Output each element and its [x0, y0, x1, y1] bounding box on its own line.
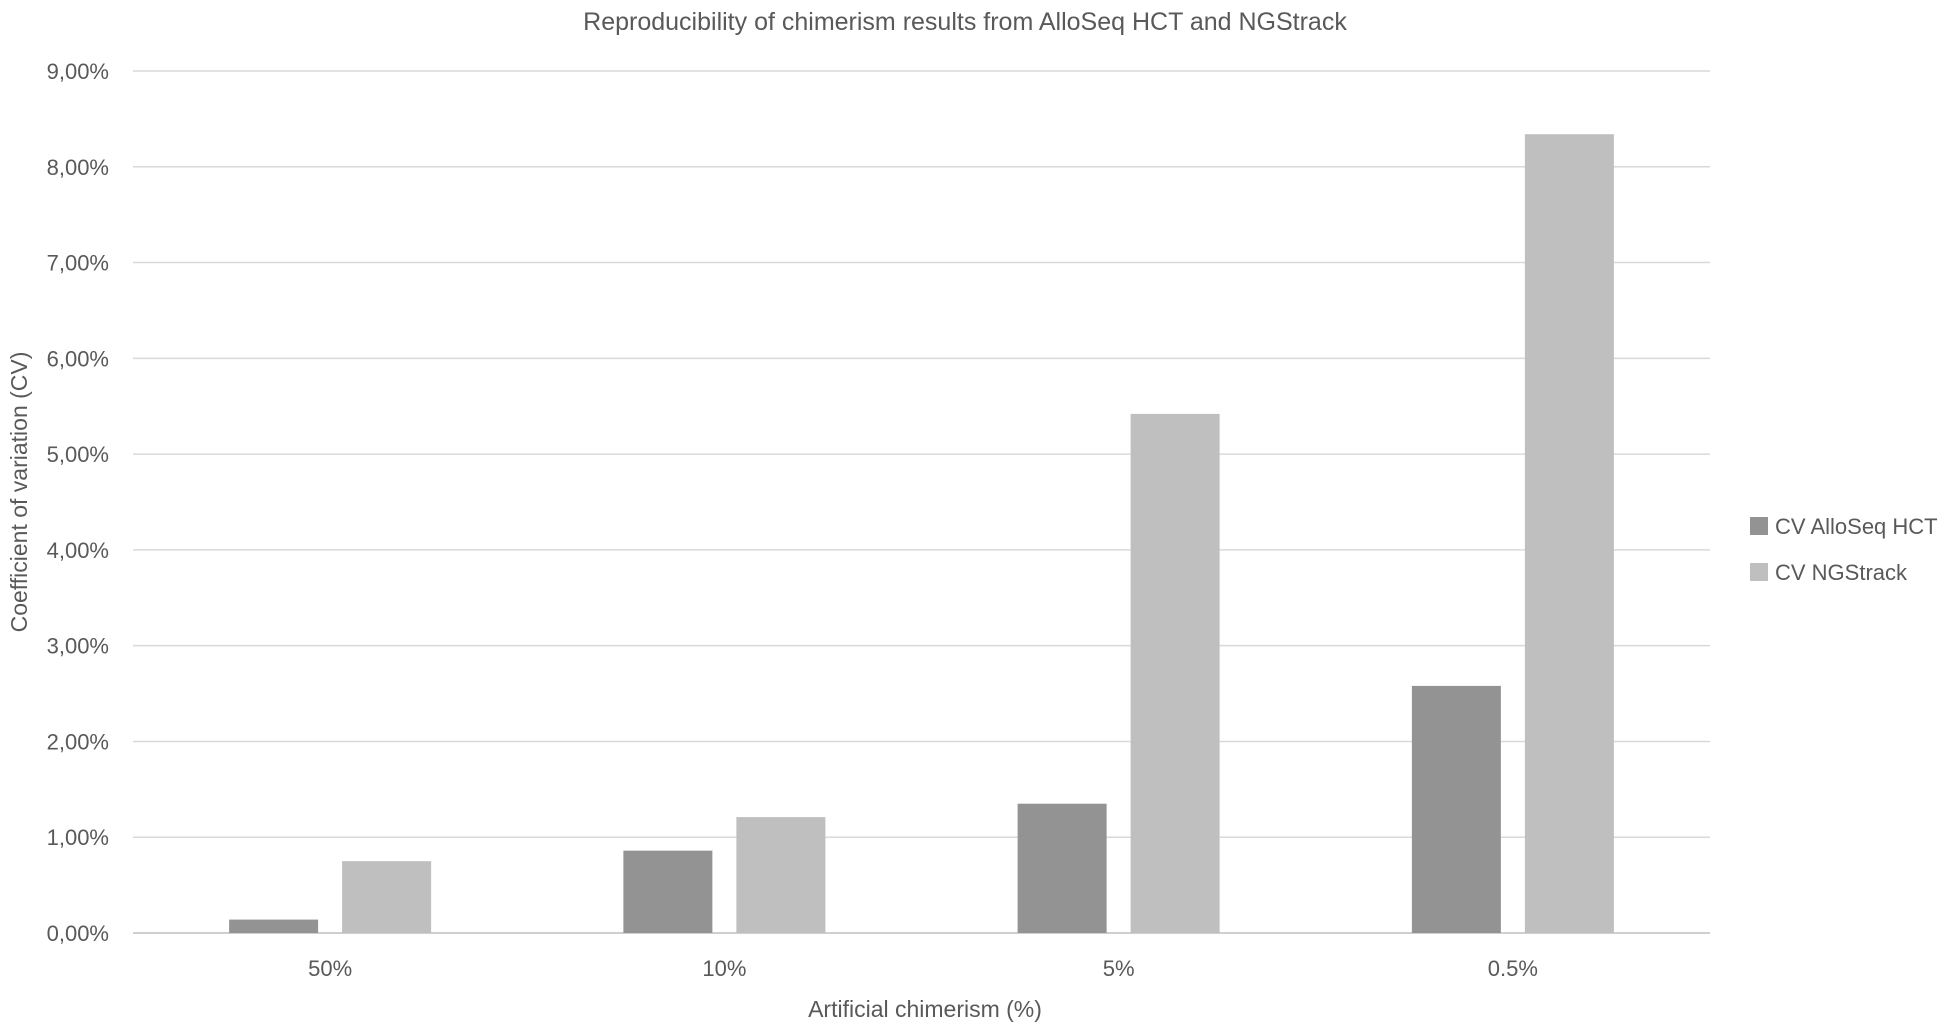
x-axis-label: Artificial chimerism (%) [808, 996, 1042, 1022]
bar-ngstrack-3 [1524, 134, 1614, 934]
y-tick-label: 3,00% [47, 634, 109, 659]
bar-ngstrack-1 [736, 817, 826, 933]
legend: CV AlloSeq HCT CV NGStrack [1750, 514, 1938, 585]
bar-ngstrack-0 [342, 861, 432, 933]
bar-alloseq-hct-2 [1017, 803, 1107, 933]
bar-ngstrack-2 [1130, 413, 1220, 934]
legend-swatch [1750, 517, 1768, 535]
y-tick-label: 4,00% [47, 538, 109, 563]
y-tick-label: 2,00% [47, 729, 109, 754]
legend-label: CV NGStrack [1775, 560, 1908, 585]
y-tick-label: 6,00% [47, 346, 109, 371]
gridlines [133, 70, 1710, 934]
y-axis-ticks: 0,00% 1,00% 2,00% 3,00% 4,00% 5,00% 6,00% 7,00%… [47, 59, 109, 946]
chart-title: Reproducibility of chimerism results fro… [583, 8, 1347, 36]
x-tick-label: 0.5% [1488, 956, 1538, 981]
y-tick-label: 0,00% [47, 921, 109, 946]
bar-alloseq-hct-1 [623, 850, 713, 933]
x-tick-label: 5% [1103, 956, 1135, 981]
bars [229, 134, 1614, 934]
x-axis-ticks: 50% 10% 5% 0.5% [308, 956, 1538, 981]
x-tick-label: 10% [702, 956, 746, 981]
legend-label: CV AlloSeq HCT [1775, 514, 1938, 539]
y-tick-label: 8,00% [47, 155, 109, 180]
y-axis-label: Coefficient of variation (CV) [6, 352, 32, 633]
x-tick-label: 50% [308, 956, 352, 981]
legend-swatch [1750, 563, 1768, 581]
bar-alloseq-hct-0 [229, 919, 319, 933]
y-tick-label: 5,00% [47, 442, 109, 467]
bar-alloseq-hct-3 [1411, 685, 1501, 933]
y-tick-label: 1,00% [47, 825, 109, 850]
y-tick-label: 9,00% [47, 59, 109, 84]
y-tick-label: 7,00% [47, 251, 109, 276]
